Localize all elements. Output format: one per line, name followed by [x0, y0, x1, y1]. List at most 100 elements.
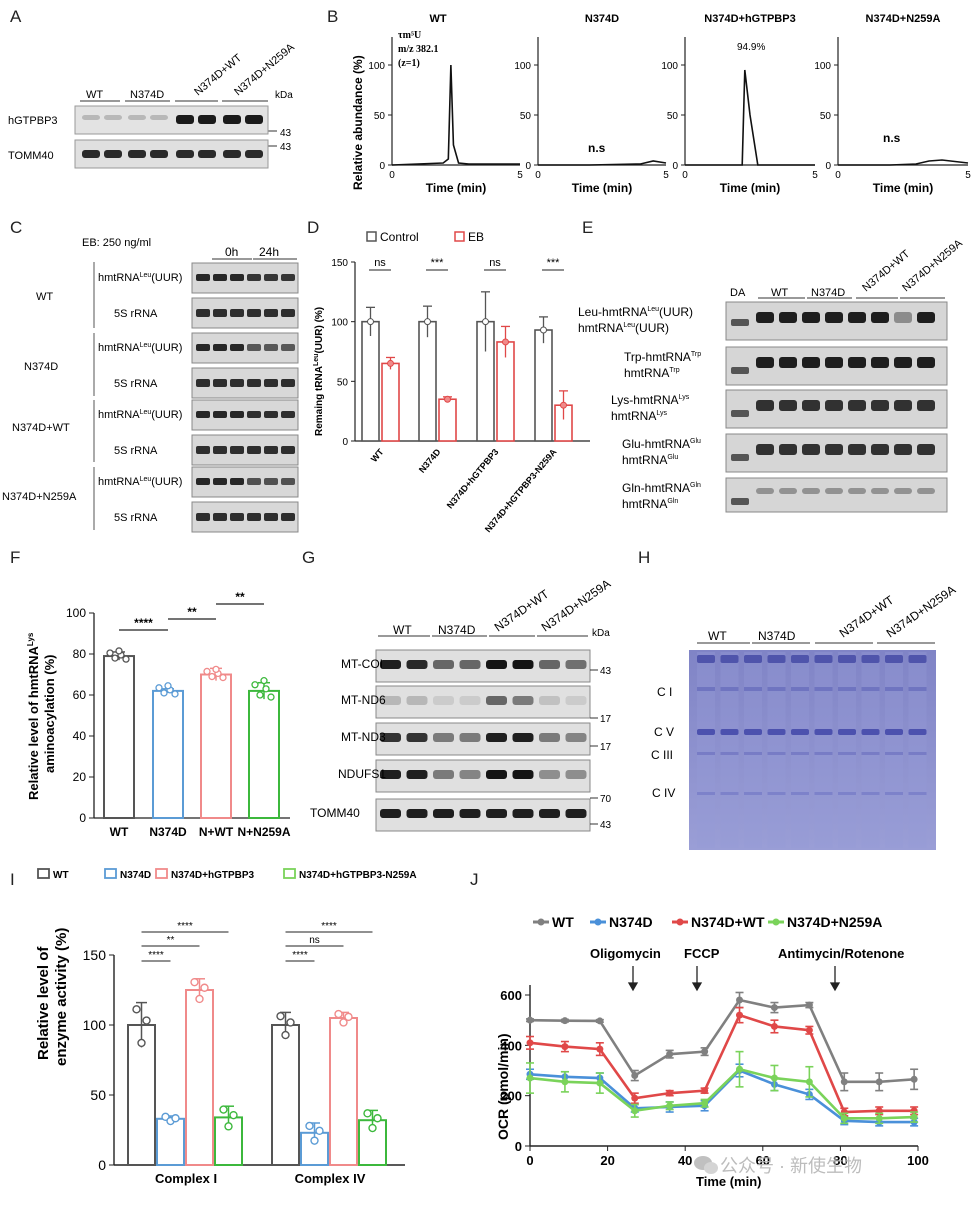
panel-b-ytick-label: 0: [525, 161, 531, 172]
panel-h-band-ci-top: [838, 655, 856, 663]
panel-f-point: [212, 665, 220, 674]
panel-j-legend-label: N374D+WT: [691, 914, 765, 930]
panel-g-band: [512, 660, 534, 669]
panel-h-band-civ: [814, 792, 833, 795]
panel-f-point: [262, 685, 270, 693]
panel-b-xlabel: Time (min): [572, 181, 632, 195]
panel-e-row-labels: Leu-hmtRNALeu(UUR) hmtRNALeu(UUR) Trp-hmtR…: [578, 305, 701, 511]
panel-h-gel-bands: [697, 652, 927, 848]
panel-h-lane-wt: WT: [708, 629, 727, 643]
panel-e-label-charged: Trp-hmtRNATrp: [624, 350, 701, 364]
panel-b-title: N374D: [585, 13, 619, 25]
panel-j-point: [910, 1075, 918, 1083]
panel-j-ytick-label: 0: [515, 1139, 522, 1154]
panel-g-band: [539, 660, 560, 669]
panel-h-band-ci-top: [697, 655, 715, 663]
panel-a-lane-wt: WT: [86, 89, 103, 101]
panel-i-legend: WT N374D N374D+hGTPBP3 N374D+hGTPBP3-N259A: [37, 868, 417, 881]
panel-c-band: [230, 411, 244, 418]
panel-g-band: [406, 660, 428, 669]
panel-f-point: [160, 689, 168, 697]
panel-j-chart: 0 200 400 600 0 20 40 60 80 100: [500, 985, 929, 1168]
panel-b-ytick-label: 50: [667, 111, 679, 122]
panel-c-band: [247, 379, 261, 387]
panel-letter-j: J: [470, 870, 479, 889]
panel-e-label-uncharged: hmtRNALeu(UUR): [578, 321, 669, 335]
panel-i-point: [334, 1009, 343, 1019]
panel-i-point: [137, 1038, 146, 1048]
panel-a-band-hgtpbp3: [104, 115, 122, 120]
panel-c-time-0h: 0h: [225, 245, 238, 259]
panel-c-band: [196, 478, 210, 485]
panel-d-legend-eb-swatch: [454, 231, 465, 242]
panel-i-bar: [156, 1117, 185, 1167]
panel-a-row-hgtpbp3: hGTPBP3: [8, 115, 58, 127]
panel-i-bar: [271, 1024, 300, 1166]
panel-e-band: [871, 488, 889, 494]
panel-h-lane-n374d: N374D: [758, 629, 796, 643]
panel-c-band: [264, 478, 278, 485]
panel-h-band-ciii: [885, 752, 903, 755]
panel-e-band: [756, 488, 774, 494]
panel-d-category-label: N374D: [417, 446, 443, 474]
panel-i-sig-label: ****: [292, 950, 308, 961]
panel-e-blot-frame: [725, 477, 948, 513]
panel-e-band: [779, 312, 797, 323]
panel-letter-b: B: [327, 7, 338, 26]
panel-d-ytick-label: 50: [337, 377, 349, 388]
panel-j-point: [805, 1026, 813, 1034]
panel-i-ytick-label: 0: [98, 1157, 106, 1173]
panel-f-point: [256, 691, 264, 699]
panel-b-xtick-label: 0: [535, 170, 541, 181]
panel-h-lane: [791, 652, 809, 848]
panel-d-legend-eb: EB: [468, 230, 484, 244]
panel-j-point: [596, 1045, 604, 1053]
panel-letter-e: E: [582, 218, 593, 237]
panel-h-gel: [689, 650, 936, 850]
panel-g-band: [459, 733, 481, 742]
panel-b-title: N374D+N259A: [866, 13, 941, 25]
panel-h-band-cv: [885, 729, 903, 735]
panel-a-band-tomm40: [82, 150, 100, 158]
panel-g-band: [565, 696, 587, 705]
panel-j-point: [805, 1078, 813, 1086]
panel-i-point: [363, 1109, 372, 1118]
panel-e-band: [802, 357, 820, 368]
panel-i-legend-swatch: [283, 868, 296, 879]
panel-i-point: [200, 983, 209, 992]
panel-j-point: [701, 1099, 709, 1107]
panel-c-band: [264, 379, 278, 387]
panel-h-band-cv: [744, 729, 762, 735]
panel-j-point: [666, 1089, 674, 1097]
panel-h-band-ci-top: [861, 655, 880, 663]
panel-j-point: [526, 1074, 534, 1082]
panel-d-sig-label: ns: [489, 257, 501, 269]
panel-d-bar: [438, 398, 457, 442]
panel-h-band-ciii: [908, 752, 927, 755]
panel-e-label-charged: Lys-hmtRNALys: [611, 393, 690, 407]
panel-i-point: [286, 1018, 295, 1027]
panel-e-band: [848, 357, 866, 368]
panel-h-band-ciii: [814, 752, 833, 755]
panel-i-bar: [185, 989, 214, 1166]
panel-f-sig-label: **: [235, 590, 245, 604]
panel-j-legend: WT N374D N374D+WT N374D+N259A: [533, 914, 882, 930]
panel-d-point: [387, 359, 394, 367]
panel-h-band-ciii: [697, 752, 715, 755]
panel-j-point: [736, 996, 744, 1004]
panel-e-band-da: [731, 410, 749, 417]
panel-e-band: [779, 400, 797, 411]
panel-i-point: [224, 1122, 233, 1131]
panel-c-band: [230, 274, 244, 281]
panel-h-band-ci: [791, 687, 809, 691]
panel-b-xtick-label: 5: [812, 170, 818, 181]
panel-e-band: [848, 400, 866, 411]
panel-d-point: [540, 326, 547, 334]
panel-g-band: [380, 733, 401, 742]
panel-h-band-civ: [885, 792, 903, 795]
panel-i-point: [315, 1126, 324, 1136]
panel-i-sig-label: ****: [177, 921, 193, 932]
